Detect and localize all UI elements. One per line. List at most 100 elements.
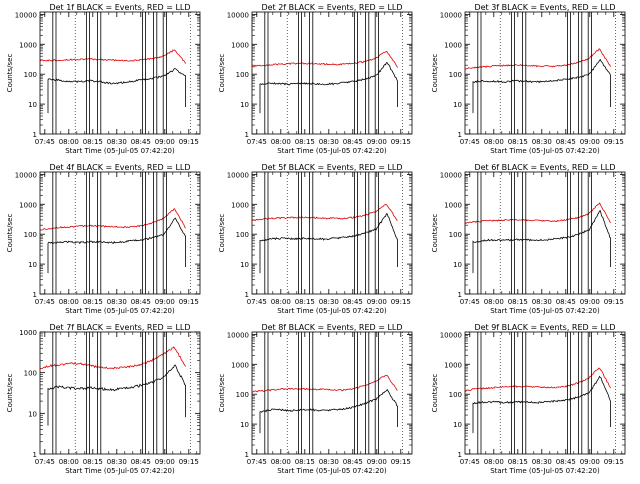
- plot-frame: [39, 171, 201, 295]
- x-tick-label: 07:45: [247, 138, 267, 146]
- y-axis-label: Counts/sec: [6, 374, 14, 413]
- y-tick-label: 10: [453, 421, 462, 429]
- x-tick-label: 07:45: [35, 138, 55, 146]
- x-tick-label: 09:15: [391, 298, 411, 306]
- x-tick-label: 08:45: [343, 138, 363, 146]
- panel-9: Det 9f BLACK = Events, RED = LLD 1 10 100 10…: [431, 323, 626, 475]
- x-tick-label: 08:00: [59, 138, 79, 146]
- y-tick-label: 1000: [444, 361, 462, 369]
- y-axis-label: Counts/sec: [6, 54, 14, 93]
- panel-4: Det 4f BLACK = Events, RED = LLD 1 10 100 10…: [6, 163, 201, 315]
- x-tick-label: 08:00: [484, 298, 504, 306]
- plot-frame: [464, 11, 626, 135]
- plot-frame: [464, 171, 626, 295]
- x-tick-label: 08:00: [271, 458, 291, 466]
- x-tick-label: 08:45: [131, 458, 151, 466]
- y-tick-label: 1: [33, 451, 37, 459]
- events-series-line: [47, 364, 187, 426]
- x-tick-label: 09:15: [391, 138, 411, 146]
- events-series-line: [259, 213, 399, 274]
- x-axis-label: Start Time (05-Jul-05 07:42:20): [277, 307, 387, 315]
- x-tick-label: 08:45: [343, 458, 363, 466]
- panel-2: Det 2f BLACK = Events, RED = LLD 1 10 100 10…: [218, 3, 413, 155]
- plot-frame: [251, 171, 413, 295]
- x-axis-label: Start Time (05-Jul-05 07:42:20): [490, 467, 600, 475]
- y-tick-label: 100: [449, 231, 462, 239]
- panel-title: Det 4f BLACK = Events, RED = LLD: [49, 163, 190, 172]
- panel-title: Det 8f BLACK = Events, RED = LLD: [261, 323, 402, 332]
- x-tick-label: 08:45: [556, 458, 576, 466]
- x-tick-label: 07:45: [460, 298, 480, 306]
- x-tick-label: 07:45: [460, 138, 480, 146]
- y-axis-label: Counts/sec: [218, 214, 226, 253]
- y-tick-label: 10: [453, 101, 462, 109]
- events-series-line: [472, 375, 611, 434]
- lld-series-line: [39, 49, 186, 64]
- y-tick-label: 1: [245, 451, 249, 459]
- y-tick-label: 1: [245, 131, 249, 139]
- x-tick-label: 08:45: [556, 298, 576, 306]
- y-tick-label: 1000: [19, 329, 37, 337]
- lld-series-line: [251, 374, 398, 393]
- x-tick-label: 09:00: [580, 458, 600, 466]
- y-tick-label: 1: [245, 291, 249, 299]
- x-tick-label: 07:45: [460, 458, 480, 466]
- y-tick-label: 10: [453, 261, 462, 269]
- panel-title: Det 5f BLACK = Events, RED = LLD: [261, 163, 402, 172]
- y-tick-label: 10: [28, 410, 37, 418]
- y-tick-label: 10000: [440, 171, 462, 179]
- y-tick-label: 10000: [440, 331, 462, 339]
- x-tick-label: 09:00: [155, 138, 175, 146]
- plot-frame: [39, 331, 201, 455]
- panel-title: Det 3f BLACK = Events, RED = LLD: [474, 3, 615, 12]
- y-axis-label: Counts/sec: [431, 54, 439, 93]
- x-tick-label: 08:15: [295, 298, 315, 306]
- x-tick-label: 08:15: [83, 298, 103, 306]
- y-tick-label: 10: [240, 101, 249, 109]
- y-tick-label: 10: [28, 261, 37, 269]
- x-tick-label: 09:15: [391, 458, 411, 466]
- panel-6: Det 6f BLACK = Events, RED = LLD 1 10 100 10…: [431, 163, 626, 315]
- y-tick-label: 1: [33, 291, 37, 299]
- x-axis-label: Start Time (05-Jul-05 07:42:20): [277, 147, 387, 155]
- x-tick-label: 08:30: [532, 298, 552, 306]
- x-tick-label: 08:30: [107, 298, 127, 306]
- panel-1: Det 1f BLACK = Events, RED = LLD 1 10 100 10…: [6, 3, 201, 155]
- y-tick-label: 10000: [227, 11, 249, 19]
- y-axis-label: Counts/sec: [6, 214, 14, 253]
- y-axis-label: Counts/sec: [218, 374, 226, 413]
- y-tick-label: 10: [28, 101, 37, 109]
- x-tick-label: 09:15: [179, 298, 199, 306]
- x-tick-label: 08:00: [271, 298, 291, 306]
- x-tick-label: 08:00: [271, 138, 291, 146]
- panel-7: Det 7f BLACK = Events, RED = LLD 1 10 100 10…: [6, 323, 201, 475]
- x-tick-label: 07:45: [247, 458, 267, 466]
- lld-series-line: [464, 202, 611, 224]
- x-tick-label: 08:00: [484, 458, 504, 466]
- x-tick-label: 09:15: [604, 458, 624, 466]
- x-tick-label: 08:15: [508, 458, 528, 466]
- x-tick-label: 08:15: [83, 458, 103, 466]
- panel-3: Det 3f BLACK = Events, RED = LLD 1 10 100 10…: [431, 3, 626, 155]
- x-tick-label: 08:15: [508, 138, 528, 146]
- panel-title: Det 1f BLACK = Events, RED = LLD: [49, 3, 190, 12]
- lld-series-line: [464, 48, 611, 70]
- y-tick-label: 1000: [19, 41, 37, 49]
- x-axis-label: Start Time (05-Jul-05 07:42:20): [490, 307, 600, 315]
- x-tick-label: 09:15: [604, 298, 624, 306]
- y-tick-label: 100: [236, 231, 249, 239]
- y-tick-label: 100: [24, 71, 37, 79]
- lld-series-line: [251, 50, 398, 68]
- x-tick-label: 09:15: [604, 138, 624, 146]
- y-tick-label: 10: [240, 261, 249, 269]
- x-tick-label: 08:30: [319, 138, 339, 146]
- x-tick-label: 08:45: [131, 138, 151, 146]
- y-tick-label: 1: [458, 291, 462, 299]
- y-tick-label: 1000: [444, 41, 462, 49]
- panel-5: Det 5f BLACK = Events, RED = LLD 1 10 100 10…: [218, 163, 413, 315]
- events-series-line: [259, 62, 399, 114]
- x-tick-label: 08:30: [107, 138, 127, 146]
- x-tick-label: 09:00: [155, 298, 175, 306]
- plot-frame: [251, 11, 413, 135]
